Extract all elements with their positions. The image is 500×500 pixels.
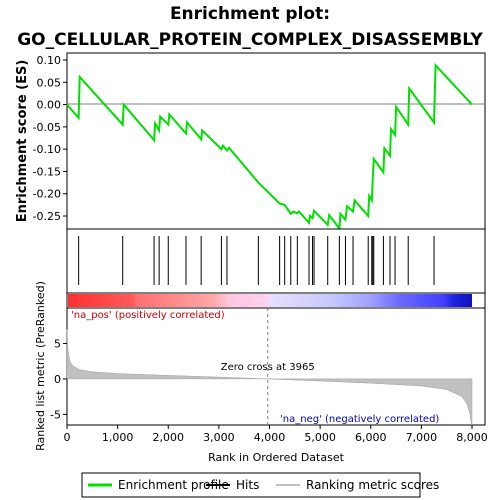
es-y-axis-label: Enrichment score (ES) [15, 60, 30, 223]
es-y-tick-label: -0.20 [33, 188, 61, 201]
rank-y-axis-label: Ranked list metric (PreRanked) [34, 281, 47, 451]
es-panel-ticks: 0.10 0.05 0.00 -0.05 -0.10 -0.15 -0.20 -0.25 [33, 54, 67, 223]
title-line-2: GO_CELLULAR_PROTEIN_COMPLEX_DISASSEMBLY [17, 30, 483, 50]
x-tick-label: 1,000 [102, 431, 134, 444]
zero-cross-label: Zero cross at 3965 [221, 362, 315, 373]
es-y-tick-label: -0.15 [33, 165, 61, 178]
positive-annotation: 'na_pos' (positively correlated) [71, 310, 225, 321]
x-axis-label: Rank in Ordered Dataset [208, 451, 345, 464]
rank-y-tick-label: 0 [54, 373, 61, 386]
hits-panel-frame [67, 229, 485, 293]
title-line-1: Enrichment plot: [170, 4, 330, 24]
es-y-tick-label: 0.00 [37, 99, 62, 112]
rank-colorbar [68, 294, 472, 307]
rank-y-tick-label: -5 [50, 408, 61, 421]
x-tick-label: 2,000 [153, 431, 185, 444]
es-y-tick-label: 0.05 [37, 76, 62, 89]
x-tick-label: 5,000 [304, 431, 336, 444]
x-tick-label: 3,000 [203, 431, 235, 444]
es-y-tick-label: -0.25 [33, 210, 61, 223]
es-panel-frame [67, 53, 485, 229]
x-tick-label: 6,000 [355, 431, 387, 444]
legend-label: Ranking metric scores [306, 478, 439, 492]
es-y-tick-label: -0.10 [33, 143, 61, 156]
x-tick-label: 8,000 [456, 431, 488, 444]
x-tick-label: 4,000 [254, 431, 286, 444]
es-y-tick-label: 0.10 [37, 54, 62, 67]
es-y-tick-label: -0.05 [33, 121, 61, 134]
x-tick-label: 0 [64, 431, 71, 444]
x-tick-label: 7,000 [406, 431, 438, 444]
rank-y-tick-label: 5 [54, 337, 61, 350]
negative-annotation: 'na_neg' (negatively correlated) [280, 414, 439, 425]
legend-label: Hits [236, 478, 259, 492]
